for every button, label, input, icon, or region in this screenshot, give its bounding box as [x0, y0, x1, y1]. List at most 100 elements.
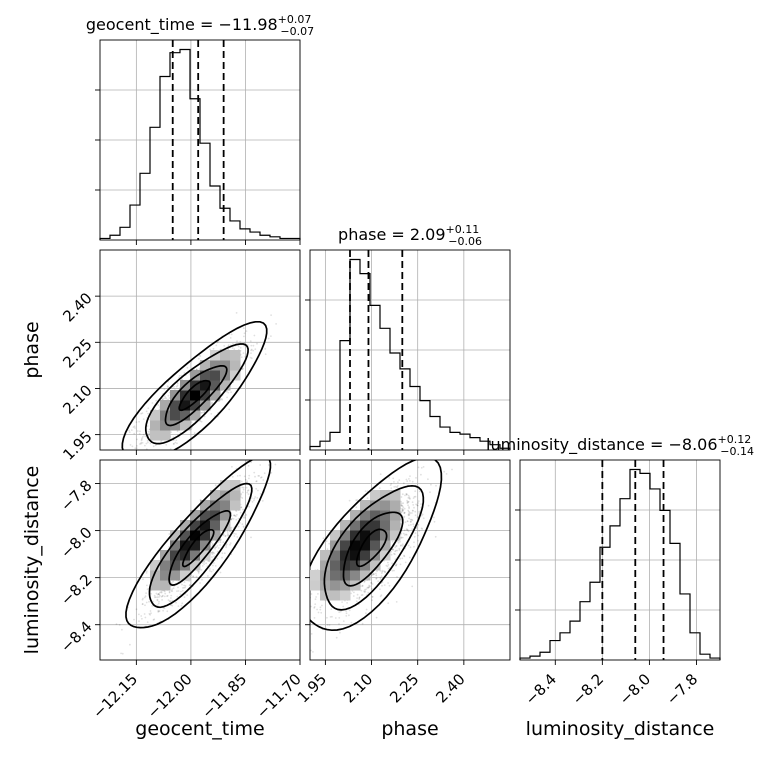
scatter-point: [168, 533, 171, 535]
scatter-point: [303, 623, 305, 625]
scatter-point: [391, 569, 394, 572]
density-cell: [370, 530, 381, 541]
density-cell: [200, 520, 211, 531]
x-tick-label-phase: 2.10: [340, 670, 376, 706]
scatter-point: [168, 397, 171, 399]
scatter-point: [402, 509, 405, 512]
scatter-point: [243, 526, 245, 529]
scatter-point: [414, 490, 417, 493]
density-cell: [380, 520, 391, 531]
density-cell: [330, 550, 341, 561]
scatter-point: [363, 590, 365, 593]
scatter-point: [141, 442, 144, 444]
scatter-point: [145, 601, 148, 604]
scatter-point: [245, 486, 248, 489]
density-cell: [170, 400, 181, 411]
scatter-point: [242, 491, 244, 494]
scatter-point: [136, 430, 139, 432]
scatter-point: [250, 461, 253, 464]
density-cell: [180, 400, 191, 411]
scatter-point: [253, 497, 256, 500]
scatter-point: [375, 572, 377, 575]
scatter-point: [409, 512, 412, 514]
density-cell: [350, 560, 361, 571]
scatter-point: [380, 572, 383, 574]
scatter-point: [162, 594, 164, 597]
scatter-point: [226, 530, 229, 533]
scatter-point: [170, 594, 173, 597]
density-cell: [340, 570, 351, 581]
density-cell: [350, 530, 361, 541]
scatter-point: [375, 574, 378, 577]
scatter-point: [402, 508, 404, 511]
scatter-point: [246, 480, 249, 483]
scatter-point: [407, 501, 410, 503]
scatter-point: [361, 594, 364, 596]
scatter-point: [160, 591, 163, 593]
scatter-point: [418, 530, 421, 532]
scatter-point: [406, 520, 409, 523]
scatter-point: [118, 624, 121, 626]
scatter-point: [170, 431, 172, 434]
density-cell: [330, 580, 341, 591]
density-cell: [230, 360, 241, 371]
density-cell: [340, 540, 351, 551]
scatter-point: [157, 602, 160, 605]
scatter-point: [178, 375, 181, 377]
scatter-point: [242, 367, 244, 370]
scatter-point: [161, 595, 164, 598]
scatter-point: [199, 420, 202, 422]
scatter-point: [129, 643, 131, 646]
scatter-point: [154, 484, 156, 486]
scatter-point: [427, 478, 429, 481]
scatter-point: [242, 516, 245, 519]
scatter-point: [209, 568, 211, 570]
scatter-point: [136, 445, 138, 447]
scatter-point: [369, 585, 371, 588]
density-cell: [170, 420, 181, 431]
scatter-point: [176, 595, 179, 598]
scatter-point: [244, 516, 246, 519]
scatter-point: [400, 545, 402, 547]
scatter-point: [305, 628, 307, 630]
y-axis-label-luminosity_distance: luminosity_distance: [21, 466, 43, 655]
scatter-point: [130, 457, 132, 459]
scatter-point: [209, 570, 211, 572]
scatter-point: [403, 511, 406, 514]
scatter-point: [146, 588, 149, 591]
density-cell: [210, 520, 221, 531]
scatter-point: [236, 475, 239, 477]
scatter-point: [183, 581, 186, 583]
scatter-point: [413, 541, 415, 544]
contour-line: [121, 320, 268, 450]
scatter-point: [229, 337, 232, 339]
scatter-point: [188, 580, 191, 582]
scatter-point: [350, 592, 352, 595]
density-cell: [380, 500, 391, 511]
scatter-point: [156, 604, 159, 606]
scatter-point: [141, 617, 143, 620]
scatter-point: [142, 435, 144, 438]
density-cell: [350, 540, 361, 551]
scatter-point: [250, 352, 252, 354]
scatter-point: [156, 593, 159, 596]
scatter-point: [313, 607, 316, 609]
scatter-point: [391, 540, 394, 543]
scatter-point: [144, 449, 146, 450]
scatter-point: [421, 528, 424, 530]
scatter-point: [409, 475, 411, 477]
scatter-point: [361, 622, 364, 625]
scatter-point: [408, 497, 411, 500]
panel-title-geocent_time: geocent_time = −11.98+0.07 −0.07: [86, 13, 314, 38]
density-cell: [360, 530, 371, 541]
density-cell: [190, 530, 201, 541]
scatter-point: [254, 348, 257, 351]
scatter-point: [394, 485, 397, 488]
scatter-point: [210, 541, 213, 544]
scatter-point: [372, 572, 374, 575]
scatter-point: [413, 545, 415, 548]
scatter-point: [190, 421, 193, 424]
scatter-point: [338, 623, 340, 625]
scatter-point: [121, 652, 124, 655]
contour-line: [181, 528, 215, 568]
